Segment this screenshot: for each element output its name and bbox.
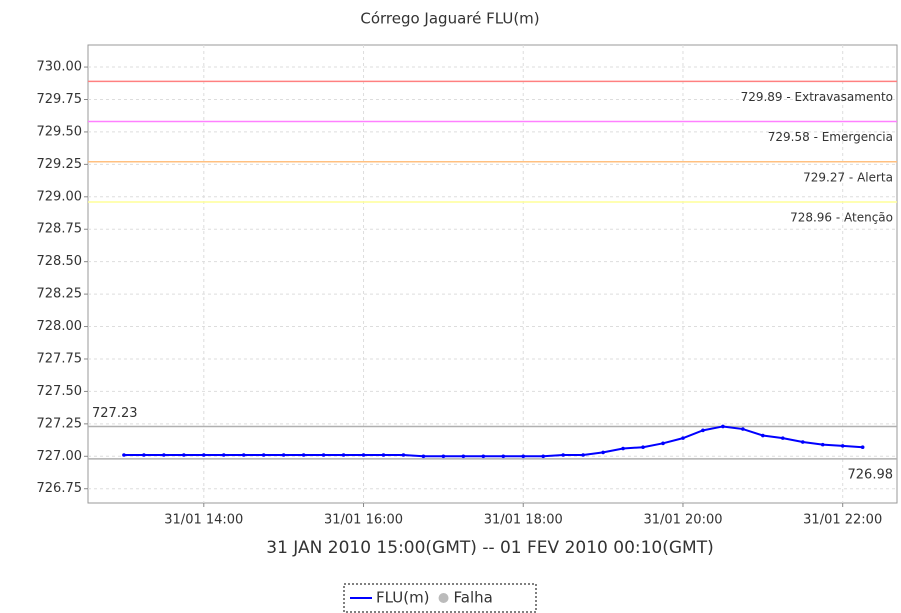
reference-label: 729.89 - Extravasamento <box>741 90 893 104</box>
point <box>201 453 206 457</box>
point <box>561 453 565 457</box>
point <box>122 453 126 457</box>
reference-label: 726.98 <box>848 467 894 482</box>
y-tick-label: 729.00 <box>37 189 83 204</box>
y-tick-label: 727.50 <box>37 384 83 399</box>
point <box>461 454 466 459</box>
point <box>381 453 386 457</box>
point <box>581 453 585 457</box>
plot-area <box>87 44 898 504</box>
y-tick-label: 727.75 <box>37 351 83 366</box>
point <box>800 440 805 444</box>
point <box>441 454 446 459</box>
y-tick-label: 728.00 <box>37 319 83 334</box>
point <box>820 442 825 447</box>
point <box>421 454 426 459</box>
point <box>681 436 685 440</box>
chart-title: Córrego Jaguaré FLU(m) <box>360 10 539 28</box>
point <box>162 453 166 457</box>
point <box>521 454 526 459</box>
y-tick-label: 728.50 <box>37 254 83 269</box>
point <box>361 453 366 457</box>
point <box>721 424 725 429</box>
x-axis-label: 31 JAN 2010 15:00(GMT) -- 01 FEV 2010 00… <box>266 538 713 558</box>
point <box>661 441 665 446</box>
y-tick-label: 727.00 <box>37 449 83 464</box>
point <box>221 453 226 457</box>
y-tick-label: 730.00 <box>37 60 83 75</box>
point <box>741 427 745 431</box>
x-tick-label: 31/01 20:00 <box>643 513 722 528</box>
y-tick-label: 728.25 <box>37 287 83 302</box>
point <box>301 453 306 457</box>
point <box>481 454 486 459</box>
reference-label: 727.23 <box>92 406 138 421</box>
point <box>780 436 785 440</box>
reference-label: 729.58 - Emergencia <box>768 130 893 144</box>
y-tick-label: 726.75 <box>37 481 83 496</box>
y-tick-label: 729.50 <box>37 124 83 139</box>
point <box>281 453 286 457</box>
point <box>840 444 845 448</box>
legend-label: FLU(m) <box>376 589 430 607</box>
y-tick-label: 728.75 <box>37 222 83 237</box>
point <box>501 454 506 459</box>
legend-swatch <box>438 593 449 603</box>
point <box>541 454 546 459</box>
y-tick-label: 727.25 <box>37 416 83 431</box>
reference-label: 728.96 - Atenção <box>790 210 893 224</box>
x-tick-label: 31/01 16:00 <box>324 513 403 528</box>
x-tick-label: 31/01 18:00 <box>484 513 563 528</box>
point <box>860 445 865 450</box>
point <box>761 433 765 438</box>
series-line <box>123 425 863 458</box>
point <box>701 428 705 433</box>
point <box>341 453 346 457</box>
reference-label: 729.27 - Alerta <box>803 170 893 184</box>
point <box>641 445 645 450</box>
point <box>241 453 246 457</box>
x-tick-label: 31/01 14:00 <box>164 513 243 528</box>
point <box>182 453 186 457</box>
point <box>142 453 146 457</box>
y-tick-label: 729.75 <box>37 92 83 107</box>
x-tick-label: 31/01 22:00 <box>803 513 882 528</box>
point <box>261 453 266 457</box>
legend-label: Falha <box>454 589 493 607</box>
y-tick-label: 729.25 <box>37 157 83 172</box>
point <box>321 453 326 457</box>
point <box>621 446 625 451</box>
point <box>601 450 605 455</box>
point <box>401 453 406 457</box>
